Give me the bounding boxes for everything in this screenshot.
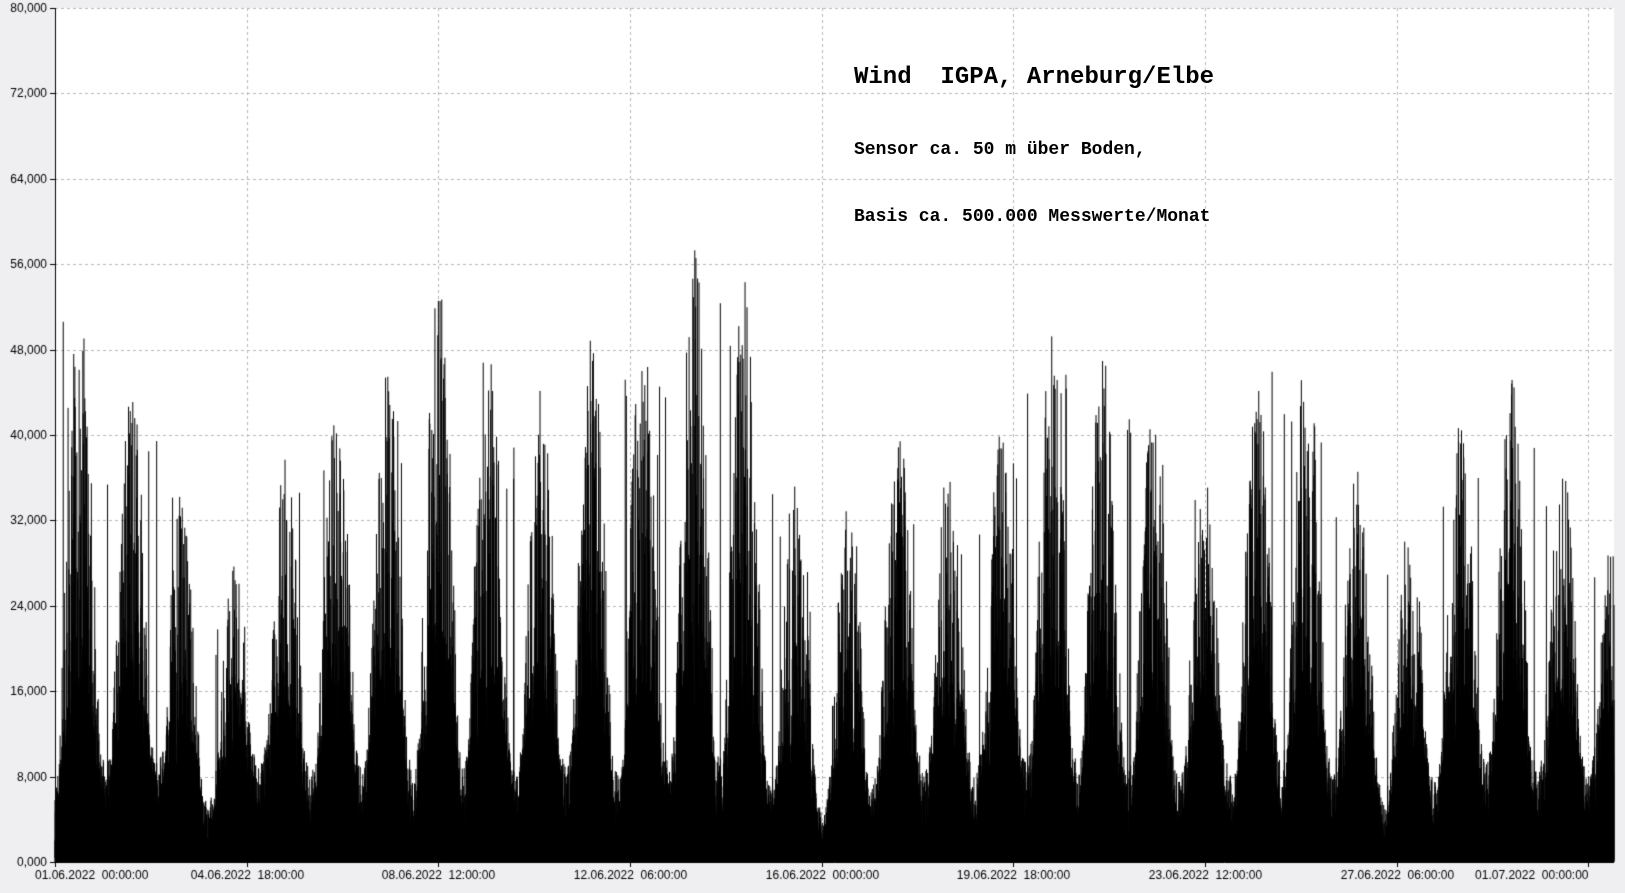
- chart-subtitle-line1: Sensor ca. 50 m über Boden,: [854, 138, 1214, 162]
- wind-chart-container: Wind IGPA, Arneburg/Elbe Sensor ca. 50 m…: [0, 0, 1625, 893]
- chart-title-main: Wind IGPA, Arneburg/Elbe: [854, 62, 1214, 94]
- chart-subtitle-line2: Basis ca. 500.000 Messwerte/Monat: [854, 205, 1214, 229]
- chart-title-box: Wind IGPA, Arneburg/Elbe Sensor ca. 50 m…: [854, 19, 1214, 273]
- wind-chart-canvas: [0, 0, 1625, 893]
